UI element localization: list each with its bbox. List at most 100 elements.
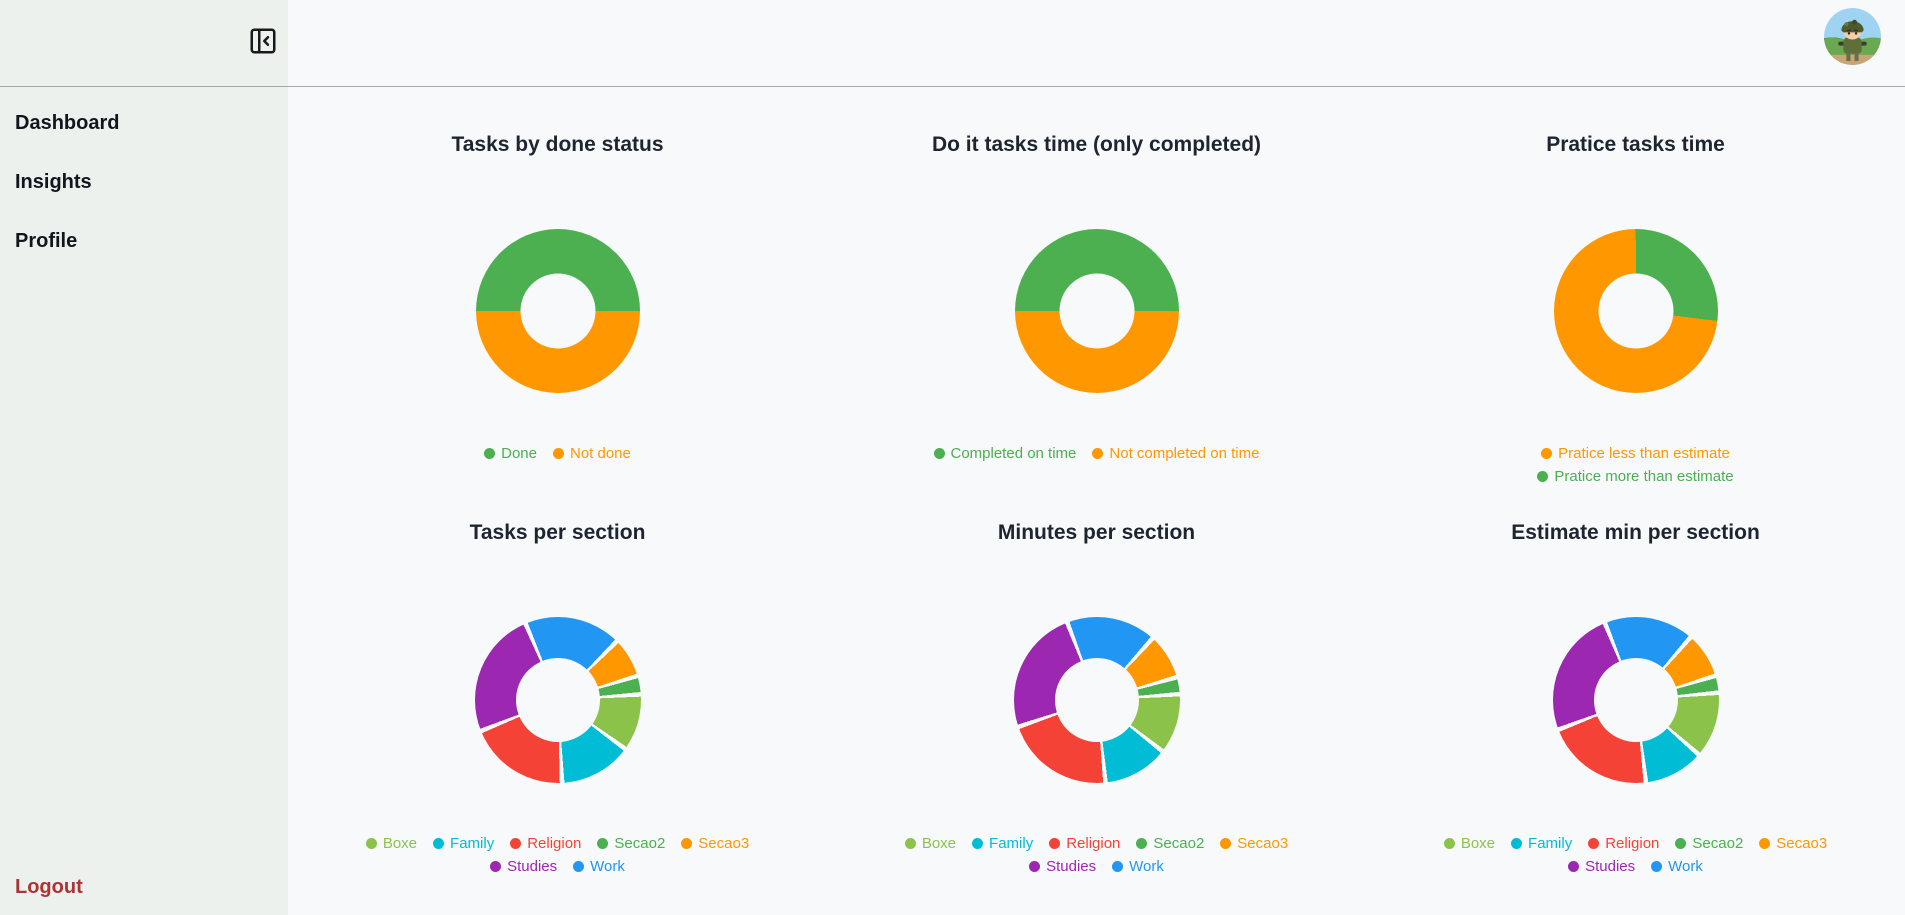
chart-card-do-it-tasks-time-only-completed: Do it tasks time (only completed) Complet… xyxy=(827,131,1366,485)
sidebar: Dashboard Insights Profile Logout xyxy=(0,0,288,915)
legend-item-family[interactable]: Family xyxy=(433,835,494,852)
legend-item-work[interactable]: Work xyxy=(573,858,625,875)
charts-grid: Tasks by done status Done Not done Do it ta… xyxy=(288,87,1905,875)
legend-item-completed-on-time[interactable]: Completed on time xyxy=(933,445,1077,462)
legend-item-secao3[interactable]: Secao3 xyxy=(1759,835,1827,852)
donut-chart-do-it-tasks-time-only-completed[interactable] xyxy=(1014,229,1179,393)
legend-dot xyxy=(1759,838,1771,849)
donut-hole xyxy=(1054,658,1139,742)
donut-chart-minutes-per-section[interactable] xyxy=(1013,617,1180,783)
legend-dot xyxy=(1568,861,1580,872)
legend-item-family[interactable]: Family xyxy=(1511,835,1572,852)
legend-item-studies[interactable]: Studies xyxy=(1568,858,1635,875)
legend-dot xyxy=(1588,838,1600,849)
legend-dot xyxy=(1651,861,1663,872)
legend-label: Family xyxy=(450,835,495,852)
legend-item-secao3[interactable]: Secao3 xyxy=(681,835,749,852)
donut-chart-tasks-by-done-status[interactable] xyxy=(475,229,640,393)
legend-dot xyxy=(484,448,496,459)
legend-item-studies[interactable]: Studies xyxy=(490,858,557,875)
legend-item-boxe[interactable]: Boxe xyxy=(1443,835,1496,852)
legend-item-done[interactable]: Done xyxy=(484,445,537,462)
legend-label: Religion xyxy=(1605,835,1660,852)
donut-ring[interactable] xyxy=(1014,229,1179,393)
legend-dot xyxy=(597,838,609,849)
donut-ring[interactable] xyxy=(475,229,640,393)
legend-item-family[interactable]: Family xyxy=(972,835,1033,852)
legend-item-secao2[interactable]: Secao2 xyxy=(1675,835,1743,852)
user-avatar[interactable] xyxy=(1824,8,1881,65)
sidebar-item-insights[interactable]: Insights xyxy=(15,171,92,193)
legend-item-boxe[interactable]: Boxe xyxy=(365,835,418,852)
legend-label: Boxe xyxy=(382,835,418,852)
chart-legend: Done Not done xyxy=(484,445,631,462)
legend-label: Done xyxy=(501,445,537,462)
donut-hole xyxy=(515,658,600,742)
legend-label: Secao3 xyxy=(1237,835,1289,852)
chart-legend: Boxe Family Religion Secao2 Secao3 Studies Wor… xyxy=(897,835,1297,875)
legend-item-studies[interactable]: Studies xyxy=(1029,858,1096,875)
legend-dot xyxy=(1537,471,1549,482)
legend-label: Completed on time xyxy=(950,445,1077,462)
legend-label: Studies xyxy=(507,858,558,875)
chart-title: Minutes per section xyxy=(997,521,1196,544)
legend-item-religion[interactable]: Religion xyxy=(510,835,581,852)
chart-card-pratice-tasks-time: Pratice tasks time Pratice less than esti… xyxy=(1366,131,1905,485)
legend-label: Pratice more than estimate xyxy=(1554,468,1734,485)
legend-item-not-done[interactable]: Not done xyxy=(552,445,631,462)
donut-chart-estimate-min-per-section[interactable] xyxy=(1552,617,1719,783)
chart-legend: Boxe Family Religion Secao2 Secao3 Studies Wor… xyxy=(1436,835,1836,875)
legend-dot xyxy=(365,838,377,849)
legend-dot xyxy=(510,838,522,849)
legend-item-work[interactable]: Work xyxy=(1112,858,1164,875)
chart-title: Tasks by done status xyxy=(451,133,664,156)
legend-item-secao3[interactable]: Secao3 xyxy=(1220,835,1288,852)
header-divider xyxy=(0,86,1905,87)
legend-item-boxe[interactable]: Boxe xyxy=(904,835,956,852)
donut-chart-pratice-tasks-time[interactable] xyxy=(1553,229,1718,393)
chart-title: Do it tasks time (only completed) xyxy=(931,133,1262,156)
legend-item-pratice-more-than-estimate[interactable]: Pratice more than estimate xyxy=(1537,468,1734,485)
legend-item-secao2[interactable]: Secao2 xyxy=(597,835,665,852)
donut-chart-tasks-per-section[interactable] xyxy=(474,617,641,783)
chart-title: Estimate min per section xyxy=(1511,521,1760,544)
chart-title: Pratice tasks time xyxy=(1546,133,1725,156)
legend-label: Secao2 xyxy=(1692,835,1744,852)
donut-ring[interactable] xyxy=(1553,229,1718,393)
chart-card-estimate-min-per-section: Estimate min per section Boxe Family Religi… xyxy=(1366,519,1905,875)
donut-ring[interactable] xyxy=(474,617,641,783)
legend-dot xyxy=(1220,838,1232,849)
chart-card-tasks-per-section: Tasks per section Boxe Family Religion Secao… xyxy=(288,519,827,875)
legend-item-pratice-less-than-estimate[interactable]: Pratice less than estimate xyxy=(1541,445,1730,462)
logout-button[interactable]: Logout xyxy=(15,876,83,898)
legend-dot xyxy=(552,448,564,459)
legend-item-religion[interactable]: Religion xyxy=(1049,835,1120,852)
legend-item-work[interactable]: Work xyxy=(1651,858,1703,875)
chart-card-minutes-per-section: Minutes per section Boxe Family Religion Sec… xyxy=(827,519,1366,875)
sidebar-collapse-button[interactable] xyxy=(247,26,279,58)
legend-label: Boxe xyxy=(1460,835,1496,852)
legend-label: Not completed on time xyxy=(1109,445,1260,462)
legend-item-secao2[interactable]: Secao2 xyxy=(1136,835,1204,852)
legend-dot xyxy=(1112,861,1124,872)
legend-dot xyxy=(1136,838,1148,849)
legend-item-religion[interactable]: Religion xyxy=(1588,835,1659,852)
panel-left-close-icon xyxy=(248,28,278,59)
legend-dot xyxy=(1092,448,1104,459)
legend-item-not-completed-on-time[interactable]: Not completed on time xyxy=(1092,445,1259,462)
donut-ring[interactable] xyxy=(1552,617,1719,783)
legend-label: Secao2 xyxy=(614,835,666,852)
chart-legend: Boxe Family Religion Secao2 Secao3 Studies Wor… xyxy=(358,835,758,875)
sidebar-nav: Dashboard Insights Profile xyxy=(0,0,288,259)
legend-dot xyxy=(933,448,945,459)
legend-label: Secao3 xyxy=(698,835,750,852)
legend-dot xyxy=(433,838,445,849)
legend-dot xyxy=(1541,448,1553,459)
sidebar-item-dashboard[interactable]: Dashboard xyxy=(15,112,120,134)
donut-ring[interactable] xyxy=(1013,617,1180,783)
legend-label: Not done xyxy=(569,445,631,462)
legend-dot xyxy=(972,838,984,849)
legend-label: Family xyxy=(989,835,1034,852)
sidebar-item-profile[interactable]: Profile xyxy=(15,230,78,252)
legend-label: Religion xyxy=(527,835,582,852)
